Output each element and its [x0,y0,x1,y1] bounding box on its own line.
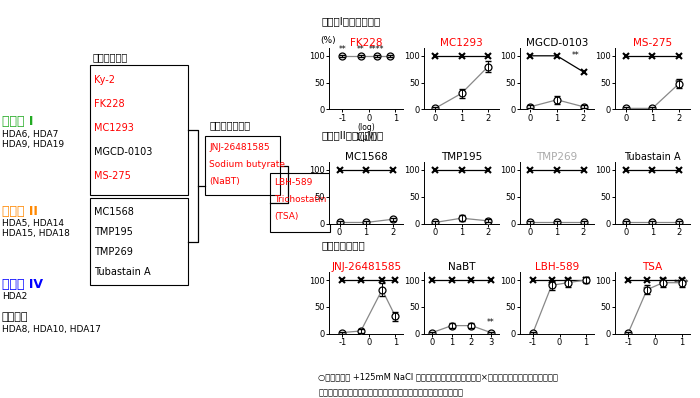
Text: **: ** [659,279,667,288]
Text: **: ** [338,45,346,54]
Text: Tubastain A: Tubastain A [94,267,150,277]
Text: クラス II: クラス II [2,205,38,218]
Text: **: ** [572,51,580,60]
Text: **: ** [564,279,571,288]
Text: *: * [486,64,490,73]
Text: 非選択的阻害剤: 非選択的阻害剤 [322,240,365,250]
Title: TSA: TSA [642,262,662,272]
Text: クラス I: クラス I [2,115,34,128]
Title: TMP195: TMP195 [441,152,482,162]
Text: 非選択的阻害剤: 非選択的阻害剤 [210,120,251,130]
Bar [90,65,188,195]
Text: (%): (%) [321,36,336,45]
Text: *: * [393,313,398,322]
Text: MS-275: MS-275 [94,171,131,181]
Bar [270,173,330,232]
Text: (TSA): (TSA) [274,212,298,221]
Text: 区分なし: 区分なし [2,312,29,322]
Text: LBH-589: LBH-589 [274,178,312,187]
Text: HDA5, HDA14: HDA5, HDA14 [2,219,64,228]
Text: 選択的阻害剤: 選択的阻害剤 [93,52,128,62]
Text: (NaBT): (NaBT) [209,177,239,186]
Text: **: ** [547,282,556,291]
Text: 縦軸が生存率、横軸が阻害剤の濃度を常用対数で表示している。: 縦軸が生存率、横軸が阻害剤の濃度を常用対数で表示している。 [318,389,463,398]
Text: Trichostatin A: Trichostatin A [274,195,335,204]
Text: Ky-2: Ky-2 [94,75,115,85]
Text: **: ** [357,45,365,54]
Text: ○線：阻害剤 +125mM NaCl 塩ストレス条件での生存率，×線：阻害剤処理条件での生存率: ○線：阻害剤 +125mM NaCl 塩ストレス条件での生存率，×線：阻害剤処理… [318,372,559,381]
Text: **: ** [643,286,651,295]
Title: MGCD-0103: MGCD-0103 [526,38,588,48]
Text: MC1293: MC1293 [94,123,134,133]
Text: FK228: FK228 [94,99,125,109]
Text: **: ** [487,318,495,327]
Title: LBH-589: LBH-589 [535,262,579,272]
Text: HDA2: HDA2 [2,292,27,301]
Title: FK228: FK228 [350,38,382,48]
Text: クラスII選択的阻害剤: クラスII選択的阻害剤 [322,130,384,140]
Title: Tubastain A: Tubastain A [624,152,680,162]
Title: MC1293: MC1293 [440,38,483,48]
Text: ****: **** [674,279,690,288]
Text: MGCD-0103: MGCD-0103 [94,147,153,157]
Text: HDA9, HDA19: HDA9, HDA19 [2,140,64,149]
Text: ****: **** [369,45,384,54]
Text: HDA15, HDA18: HDA15, HDA18 [2,229,70,238]
Text: JNJ-26481585: JNJ-26481585 [209,143,270,152]
Text: クラス IV: クラス IV [2,278,43,291]
Text: クラスI選択的阻害剤: クラスI選択的阻害剤 [322,16,382,26]
Text: MC1568: MC1568 [94,207,134,217]
Text: **: ** [675,79,682,88]
Text: HDA8, HDA10, HDA17: HDA8, HDA10, HDA17 [2,325,101,334]
X-axis label: (log)
1(μM): (log) 1(μM) [355,123,377,142]
Text: Sodium butyrate: Sodium butyrate [209,160,285,169]
Text: TMP195: TMP195 [94,227,133,237]
Title: MS-275: MS-275 [633,38,672,48]
Title: JNJ-26481585: JNJ-26481585 [331,262,401,272]
Title: NaBT: NaBT [448,262,475,272]
Text: **: ** [378,288,386,297]
Title: MC1568: MC1568 [345,152,388,162]
Bar [205,136,280,195]
Text: HDA6, HDA7: HDA6, HDA7 [2,130,58,139]
Title: TMP269: TMP269 [536,152,578,162]
Bar [90,198,188,285]
Text: TMP269: TMP269 [94,247,133,257]
